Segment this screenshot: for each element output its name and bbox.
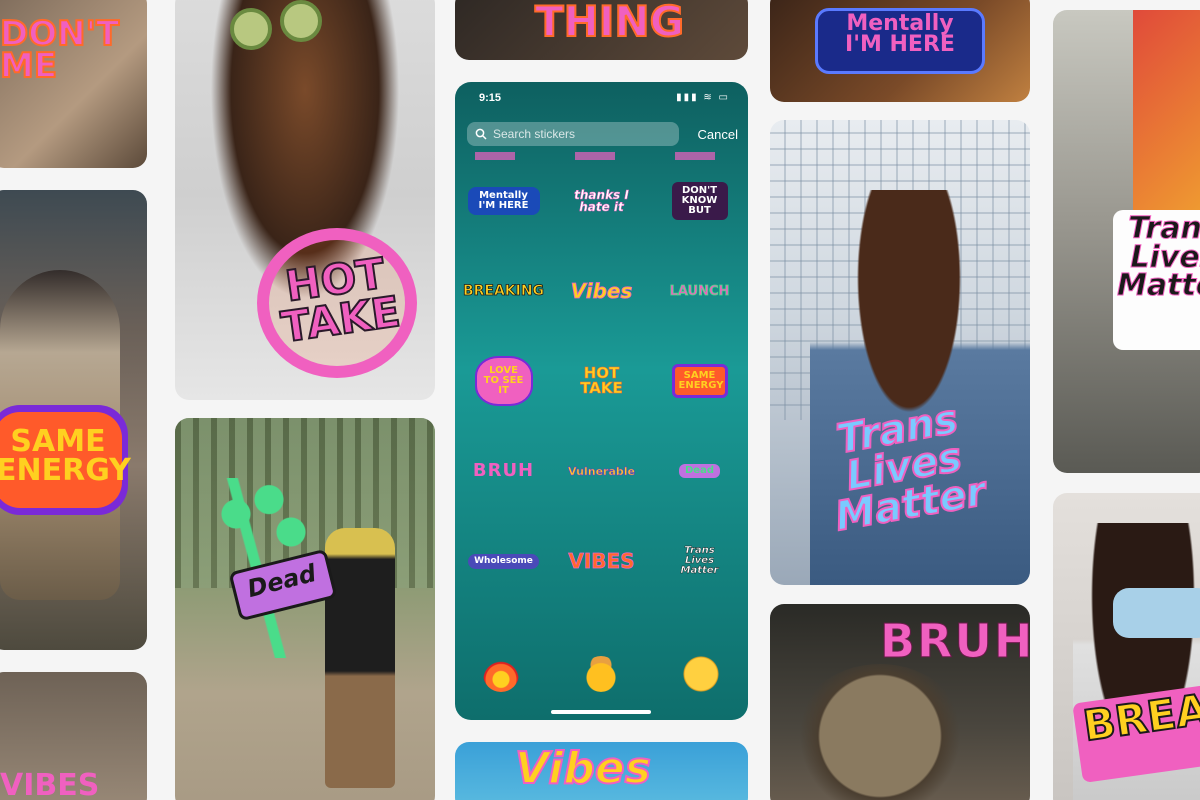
woman-figure — [810, 190, 1030, 585]
eye-roll-emoji-icon[interactable] — [683, 656, 719, 692]
photo-tile-bruh-cat[interactable]: BRUH — [770, 604, 1030, 800]
sticker-launch[interactable]: LAUNCH — [669, 283, 730, 299]
photo-tile-same-energy[interactable]: SAME ENERGY — [0, 190, 147, 650]
sticker-thanks-i-hate-it[interactable]: thanks I hate it — [574, 188, 629, 214]
sticker-mentally-im-here: Mentally I'M HERE — [845, 11, 955, 57]
sticker-vibes-striped[interactable]: VIBES — [568, 549, 635, 573]
mind-blown-emoji-icon[interactable] — [583, 656, 619, 692]
sticker-bruh-small[interactable]: BRUH — [472, 460, 535, 481]
cucumber-right — [280, 0, 322, 42]
photo-tile-dead-flowers[interactable]: Dead — [175, 418, 435, 800]
photo-tile-vibes[interactable]: VIBES — [0, 672, 147, 800]
search-input[interactable] — [493, 127, 663, 141]
home-indicator — [551, 710, 651, 714]
sticker-vibes-gold[interactable]: Vibes — [570, 279, 633, 303]
cancel-button[interactable]: Cancel — [697, 127, 738, 142]
cat-figure — [790, 664, 970, 800]
sticker-same-energy-bg-inner — [0, 412, 122, 508]
status-time: 9:15 — [479, 92, 502, 104]
sticker-vibes-bottom: VIBES — [0, 768, 100, 800]
cucumber-left — [230, 8, 272, 50]
sticker-grid: Mentally I'M HERE thanks I hate it DON'T… — [455, 162, 748, 630]
fire-emoji-icon[interactable] — [483, 656, 519, 692]
sticker-love-to-see-it[interactable]: LOVE TO SEE IT — [455, 342, 552, 420]
sticker-thing: THING — [534, 0, 685, 46]
flag-shape — [1133, 10, 1200, 220]
photo-tile-hot-take-dog[interactable]: HOT TAKE — [175, 0, 435, 400]
sticker-mentally-im-here[interactable]: Mentally I'M HERE — [455, 162, 552, 240]
photo-tile-trans-lives-matter[interactable]: Trans Lives Matter — [770, 120, 1030, 585]
sticker-trans-lives-matter-small[interactable]: Trans Lives Matter — [680, 545, 719, 576]
sign-background — [1113, 210, 1200, 350]
phone-sticker-picker: 9:15 ▮▮▮ ≋ ▭ Cancel Mentally I'M HERE th… — [455, 82, 748, 720]
sticker-dead-small[interactable]: Dead — [651, 432, 748, 510]
photo-tile-dont-me[interactable]: DON'T ME — [0, 0, 147, 168]
sticker-hot-take: HOT TAKE — [277, 248, 404, 353]
sticker-trans-lives-matter-sign: Trans Lives Matter — [1117, 211, 1200, 303]
emoji-row — [455, 652, 748, 696]
sticker-row-partial — [475, 152, 735, 160]
sticker-vulnerable[interactable]: Vulnerable — [568, 464, 635, 478]
photo-tile-thing[interactable]: THING — [455, 0, 748, 60]
sticker-vibes-beach: Vibes — [514, 743, 652, 794]
sticker-same-energy: SAME ENERGY — [0, 424, 131, 488]
photo-tile-trans-lives-matter-sign[interactable]: Trans Lives Matter — [1053, 10, 1200, 473]
man-figure — [325, 528, 395, 788]
search-bar[interactable] — [467, 122, 679, 146]
photo-tile-mentally-im-here[interactable]: Mentally I'M HERE — [770, 0, 1030, 102]
sticker-mentally-bg — [815, 8, 985, 74]
sticker-hot-take-small[interactable]: HOT TAKE — [580, 364, 623, 397]
sticker-bruh: BRUH — [879, 614, 1030, 668]
sticker-same-energy-small[interactable]: SAME ENERGY — [651, 342, 748, 420]
photo-tile-breaking-mask[interactable]: BREA — [1053, 493, 1200, 800]
status-icons: ▮▮▮ ≋ ▭ — [676, 92, 730, 103]
sticker-wholesome[interactable]: Wholesome — [455, 522, 552, 600]
sticker-trans-lives-matter: Trans Lives Matter — [831, 395, 991, 541]
face-mask — [1113, 588, 1200, 638]
sticker-breaking[interactable]: BREAKING — [462, 283, 545, 299]
sticker-dont-know-but[interactable]: DON'T KNOW BUT — [651, 162, 748, 240]
sticker-dont-me: DON'T ME — [0, 14, 120, 87]
photo-tile-vibes-beach[interactable]: Vibes — [455, 742, 748, 800]
search-icon — [475, 128, 487, 140]
